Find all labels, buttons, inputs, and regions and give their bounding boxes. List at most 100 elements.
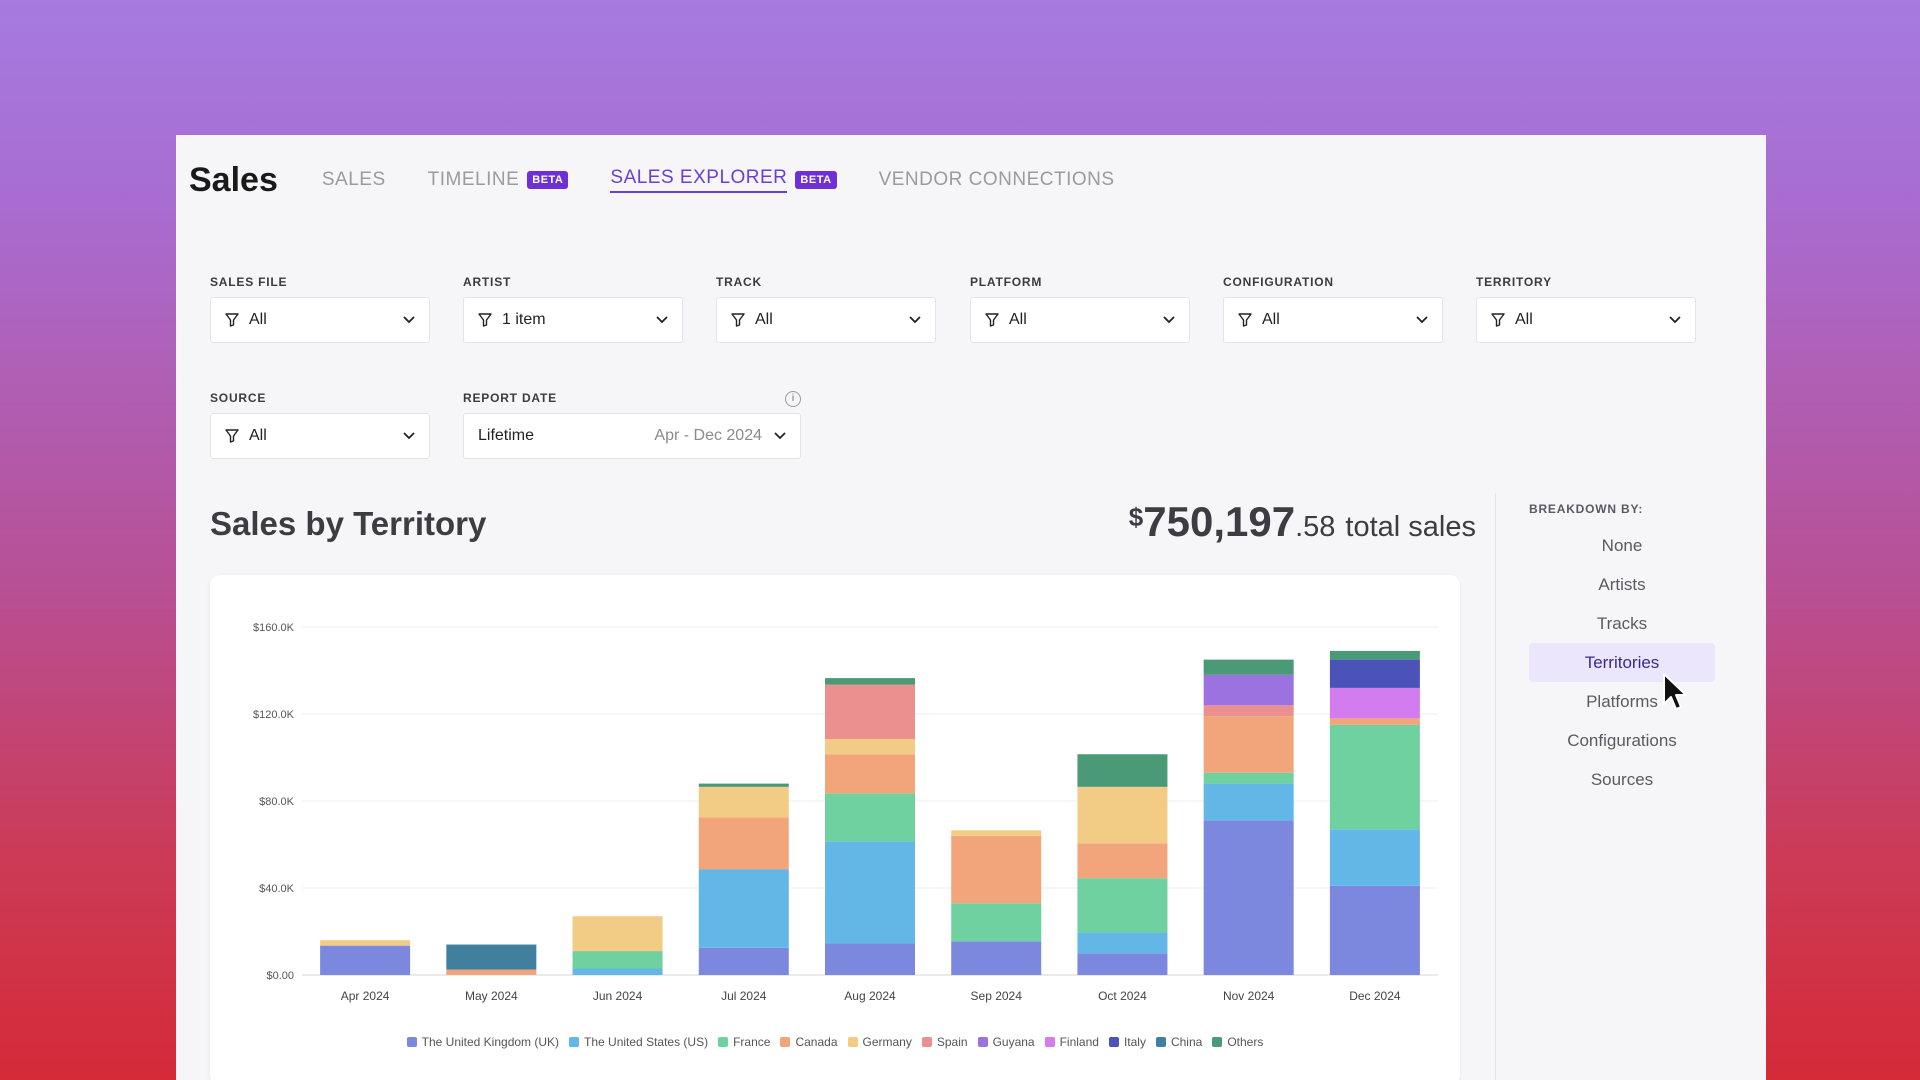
bar-segment [1077,953,1168,975]
configuration-filter: CONFIGURATION All [1223,275,1443,343]
funnel-icon [1238,313,1252,327]
bar-segment [825,739,915,755]
bar-segment [698,817,789,870]
legend-swatch [1212,1037,1223,1047]
track-filter: TRACK All [716,275,936,343]
date-range: Apr - Dec 2024 [654,427,762,444]
filter-label: PLATFORM [970,275,1043,289]
legend-item[interactable]: The United Kingdom (UK) [406,1035,559,1049]
bar-segment [1329,718,1420,725]
platform-filter: PLATFORM All [970,275,1190,343]
bar-segment [825,841,915,944]
breakdown-tracks[interactable]: Tracks [1596,613,1648,633]
filter-label: CONFIGURATION [1223,275,1334,289]
sales-file-select[interactable]: All [210,297,430,343]
bar-segment [1077,754,1168,787]
legend-item[interactable]: Others [1212,1035,1263,1049]
tab-label: TIMELINE [427,169,520,190]
tab-sales[interactable]: SALES [322,160,386,200]
legend-item[interactable]: Canada [780,1035,838,1049]
tab-label: VENDOR CONNECTIONS [878,169,1115,190]
bar-segment [1329,829,1420,886]
total-cents: .58 [1295,511,1336,543]
bar-segment [1077,843,1168,879]
legend-swatch [718,1037,729,1047]
track-select[interactable]: All [716,297,936,343]
y-tick-label: $0.00 [266,970,294,982]
report-date-select[interactable]: Lifetime Apr - Dec 2024 [463,413,801,459]
filter-value: All [1262,311,1280,328]
total-sales: $ 750,197 .58 total sales [1129,498,1476,546]
territory-select[interactable]: All [1476,297,1696,343]
bar-segment [951,835,1042,904]
x-tick-label: Aug 2024 [844,989,896,1003]
tab-label: SALES [321,169,386,190]
y-tick-label: $160.0K [253,622,295,634]
chevron-down-icon [1163,316,1175,324]
beta-badge: BETA [795,171,837,189]
bar-segment [825,793,915,842]
legend-swatch [780,1037,791,1047]
legend-label: Spain [936,1035,968,1049]
breakdown-artists[interactable]: Artists [1598,574,1646,594]
chart-card: $0.00 $40.0K $80.0K $120.0K $160.0K Apr 2024 M… [210,575,1460,1080]
breakdown-label: BREAKDOWN BY: [1529,502,1644,516]
platform-select[interactable]: All [970,297,1190,343]
funnel-icon [731,313,745,327]
legend-item[interactable]: France [718,1035,770,1049]
filter-label: ARTIST [463,275,512,289]
chevron-down-icon [403,432,415,440]
bar-segment [1203,820,1294,975]
legend-item[interactable]: Italy [1108,1035,1146,1049]
bar-segment [825,684,915,740]
legend-swatch [977,1037,988,1047]
filter-label: SALES FILE [210,275,288,289]
tab-sales-explorer[interactable]: SALES EXPLORER BETA [610,160,837,200]
breakdown-none[interactable]: None [1601,535,1643,555]
bar-segment [1329,885,1420,975]
info-icon[interactable]: i [785,391,801,407]
chevron-down-icon [1416,316,1428,324]
legend-item[interactable]: China [1155,1035,1202,1049]
legend-swatch [406,1037,417,1047]
chevron-down-icon [656,316,668,324]
bar-segment [825,678,915,685]
legend-label: Finland [1059,1035,1099,1049]
filter-value: All [1009,311,1027,328]
source-select[interactable]: All [210,413,430,459]
legend-item[interactable]: Guyana [977,1035,1035,1049]
legend-swatch [847,1037,858,1047]
legend-label: Others [1227,1035,1264,1049]
legend-item[interactable]: The United States (US) [569,1035,708,1049]
chart-legend: The United Kingdom (UK) The United States… [210,1035,1460,1049]
breakdown-sources[interactable]: Sources [1590,769,1654,789]
breakdown-territories[interactable]: Territories [1529,643,1715,682]
artist-select[interactable]: 1 item [463,297,683,343]
bar-segment [951,903,1042,942]
breakdown-platforms[interactable]: Platforms [1586,691,1658,711]
bar-segment [1329,650,1420,660]
legend-item[interactable]: Germany [847,1035,912,1049]
bar-segment [320,940,411,946]
x-tick-label: Dec 2024 [1349,989,1401,1003]
chevron-down-icon [403,316,415,324]
x-tick-label: Apr 2024 [341,989,390,1003]
breakdown-configurations[interactable]: Configurations [1567,730,1677,750]
currency-symbol: $ [1128,502,1144,532]
bar-segment [698,869,789,948]
tab-vendor-connections[interactable]: VENDOR CONNECTIONS [879,160,1115,200]
bar-segment [1203,716,1294,773]
report-date-filter: REPORT DATE Lifetime Apr - Dec 2024 [463,391,801,459]
legend-label: The United States (US) [584,1035,709,1049]
legend-item[interactable]: Finland [1044,1035,1099,1049]
filter-label: REPORT DATE [463,391,557,405]
page-header: Sales SALES TIMELINE BETA SALES EXPLORER… [189,160,1157,200]
mouse-cursor-icon [1663,673,1687,710]
configuration-select[interactable]: All [1223,297,1443,343]
total-suffix: total sales [1345,511,1476,543]
legend-label: Germany [862,1035,912,1049]
legend-swatch [569,1037,580,1047]
legend-item[interactable]: Spain [921,1035,968,1049]
tab-timeline[interactable]: TIMELINE BETA [428,160,569,200]
funnel-icon [1491,313,1505,327]
